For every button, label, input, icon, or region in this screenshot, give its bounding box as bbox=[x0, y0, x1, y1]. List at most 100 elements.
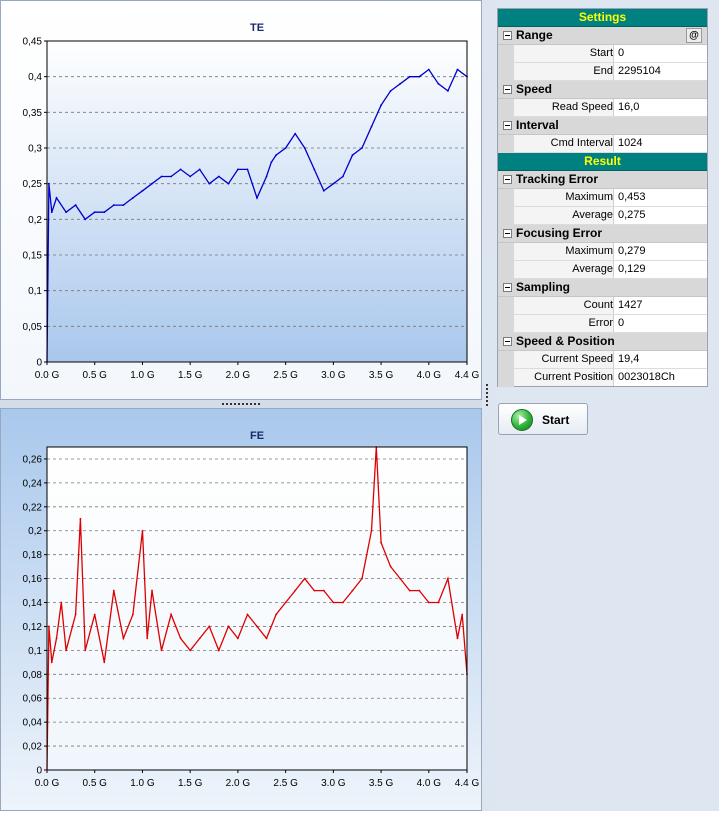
property-row-error[interactable]: Error 0 bbox=[498, 315, 707, 333]
property-name: Current Position bbox=[514, 369, 614, 386]
data-point bbox=[246, 168, 249, 171]
property-name: Average bbox=[514, 261, 614, 278]
category-speed-position[interactable]: Speed & Position bbox=[498, 333, 707, 351]
data-point bbox=[461, 613, 464, 616]
data-point bbox=[151, 182, 153, 185]
data-point bbox=[179, 637, 182, 640]
data-point bbox=[380, 104, 382, 107]
data-point bbox=[303, 577, 306, 580]
data-point bbox=[198, 168, 201, 171]
collapse-icon[interactable] bbox=[503, 337, 512, 346]
property-row-end[interactable]: End 2295104 bbox=[498, 63, 707, 81]
data-point bbox=[294, 589, 297, 592]
data-point bbox=[50, 211, 53, 214]
data-point bbox=[399, 82, 402, 85]
y-tick-label: 0,2 bbox=[28, 526, 42, 537]
data-point bbox=[237, 168, 239, 171]
data-point bbox=[313, 589, 316, 592]
property-row-current-position[interactable]: Current Position 0023018Ch bbox=[498, 369, 707, 387]
start-button[interactable]: Start bbox=[498, 403, 588, 435]
y-tick-label: 0,14 bbox=[23, 598, 43, 609]
y-tick-label: 0,02 bbox=[23, 742, 43, 753]
property-row-cmd-interval[interactable]: Cmd Interval 1024 bbox=[498, 135, 707, 153]
x-tick-label: 2.0 G bbox=[226, 370, 251, 381]
x-tick-label: 0.5 G bbox=[82, 370, 107, 381]
data-point bbox=[332, 601, 335, 604]
property-row-fe-avg[interactable]: Average 0,129 bbox=[498, 261, 707, 279]
row-margin bbox=[498, 243, 514, 261]
data-point bbox=[189, 175, 192, 178]
x-tick-label: 0.5 G bbox=[82, 778, 107, 789]
vertical-splitter[interactable] bbox=[482, 0, 494, 811]
data-point bbox=[389, 565, 392, 568]
y-tick-label: 0,08 bbox=[23, 670, 43, 681]
property-row-start[interactable]: Start 0 bbox=[498, 45, 707, 63]
data-point bbox=[84, 649, 87, 652]
category-focusing-error[interactable]: Focusing Error bbox=[498, 225, 707, 243]
play-icon bbox=[511, 409, 533, 431]
property-name: Error bbox=[514, 315, 614, 332]
error-value: 0 bbox=[618, 317, 625, 329]
collapse-icon[interactable] bbox=[503, 175, 512, 184]
x-tick-label: 1.5 G bbox=[178, 370, 203, 381]
data-point bbox=[447, 90, 449, 92]
property-name: Start bbox=[514, 45, 614, 62]
property-row-read-speed[interactable]: Read Speed 16,0 bbox=[498, 99, 707, 117]
property-row-count[interactable]: Count 1427 bbox=[498, 297, 707, 315]
category-range[interactable]: Range @ bbox=[498, 27, 707, 45]
data-point bbox=[48, 182, 50, 185]
horizontal-splitter[interactable] bbox=[0, 400, 482, 408]
category-interval[interactable]: Interval bbox=[498, 117, 707, 135]
data-point bbox=[217, 649, 220, 652]
data-point bbox=[84, 218, 87, 221]
collapse-icon[interactable] bbox=[503, 85, 512, 94]
row-margin bbox=[498, 297, 514, 315]
data-point bbox=[270, 161, 273, 164]
data-point bbox=[93, 211, 96, 214]
y-tick-label: 0,15 bbox=[23, 251, 43, 262]
x-tick-label: 1.0 G bbox=[130, 778, 155, 789]
collapse-icon[interactable] bbox=[503, 283, 512, 292]
collapse-icon[interactable] bbox=[503, 121, 512, 130]
property-row-te-max[interactable]: Maximum 0,453 bbox=[498, 189, 707, 207]
collapse-icon[interactable] bbox=[503, 229, 512, 238]
splitter-grip[interactable] bbox=[222, 403, 260, 405]
data-point bbox=[408, 589, 411, 592]
chart-title: TE bbox=[250, 22, 264, 34]
data-point bbox=[122, 204, 125, 206]
fe-chart-panel: FE 0 0,02 0,04 0,06 0,08 0,1 0,12 0,14 0,16 0,18 0,… bbox=[0, 408, 482, 811]
data-point bbox=[160, 175, 163, 178]
data-point bbox=[265, 175, 268, 178]
category-tracking-error[interactable]: Tracking Error bbox=[498, 171, 707, 189]
data-point bbox=[160, 649, 163, 652]
series-line bbox=[46, 446, 468, 771]
start-value[interactable]: 0 bbox=[618, 47, 625, 59]
x-tick-label: 1.5 G bbox=[178, 778, 203, 789]
property-row-fe-max[interactable]: Maximum 0,279 bbox=[498, 243, 707, 261]
vertical-splitter-grip[interactable] bbox=[486, 382, 488, 406]
property-row-te-avg[interactable]: Average 0,275 bbox=[498, 207, 707, 225]
y-tick-label: 0 bbox=[36, 358, 42, 369]
end-value[interactable]: 2295104 bbox=[618, 65, 661, 77]
data-point bbox=[146, 637, 149, 640]
data-point bbox=[65, 649, 67, 652]
data-point bbox=[447, 577, 449, 580]
category-speed[interactable]: Speed bbox=[498, 81, 707, 99]
data-point bbox=[294, 132, 297, 135]
read-speed-value[interactable]: 16,0 bbox=[618, 101, 640, 113]
data-point bbox=[198, 637, 201, 640]
plot-frame bbox=[46, 446, 468, 771]
category-sampling[interactable]: Sampling bbox=[498, 279, 707, 297]
y-tick-label: 0,35 bbox=[23, 108, 43, 119]
x-tick-label: 3.0 G bbox=[321, 778, 346, 789]
data-point bbox=[370, 529, 373, 532]
y-tick-label: 0,1 bbox=[28, 286, 42, 297]
at-button[interactable]: @ bbox=[686, 28, 702, 43]
data-point bbox=[141, 189, 144, 192]
property-row-current-speed[interactable]: Current Speed 19,4 bbox=[498, 351, 707, 369]
te-chart: TE 0 0,05 0,1 0,15 0,2 0,25 0,3 0,35 0,4 0,45 0.0 G… bbox=[23, 22, 480, 381]
y-tick-label: 0,12 bbox=[23, 622, 43, 633]
data-point bbox=[141, 529, 144, 532]
cmd-interval-value[interactable]: 1024 bbox=[618, 137, 643, 149]
collapse-icon[interactable] bbox=[503, 31, 512, 40]
